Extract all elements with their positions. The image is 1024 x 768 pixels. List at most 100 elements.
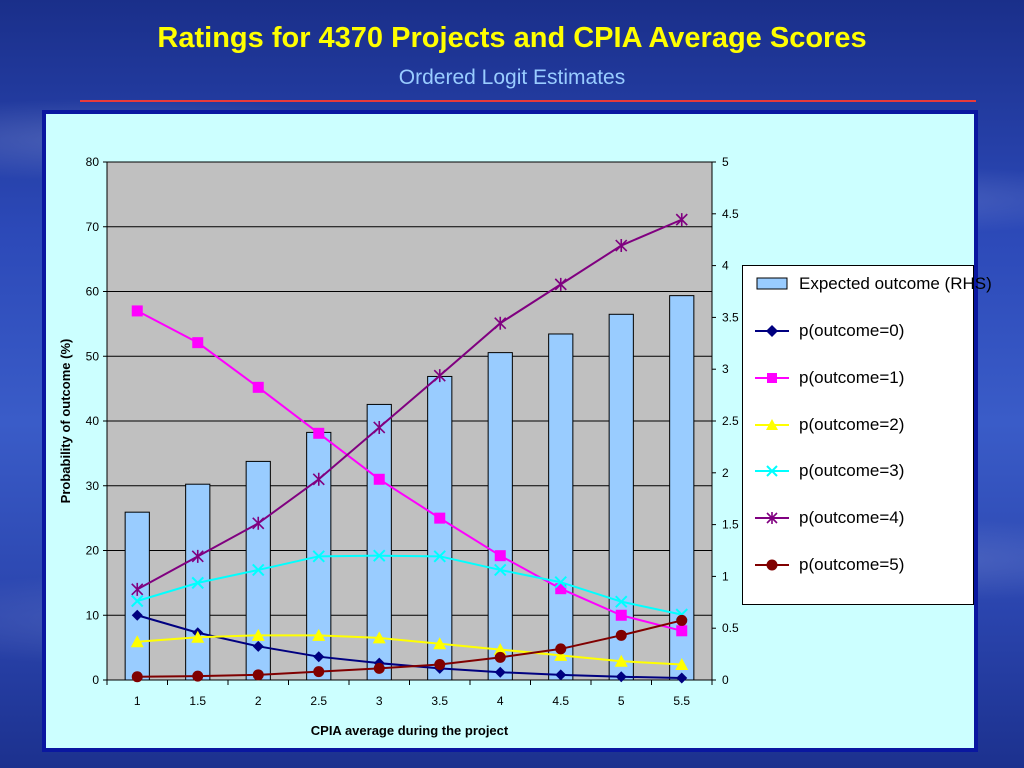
point-square: [373, 473, 385, 485]
point-star: [554, 277, 567, 291]
y2-tick-label: 1.5: [722, 518, 739, 532]
y2-tick-label: 3.5: [722, 310, 739, 324]
y2-tick-label: 5: [722, 155, 729, 169]
point-star: [675, 213, 688, 227]
point-circle: [192, 670, 204, 682]
series-line-p3: [136, 554, 682, 616]
legend-label: Expected outcome (RHS): [799, 274, 992, 293]
point-x: [191, 576, 204, 590]
bar-expected-outcome: [124, 511, 150, 681]
point-star: [494, 316, 507, 330]
point-triangle: [312, 628, 326, 641]
point-x: [615, 595, 628, 608]
x-tick-label: 1: [134, 694, 141, 708]
x-tick-label: 5.5: [673, 694, 690, 708]
series-line-p2: [137, 634, 682, 666]
point-diamond: [494, 666, 506, 678]
point-square: [313, 427, 325, 439]
x-tick-label: 2.5: [310, 694, 327, 708]
point-star: [615, 239, 628, 253]
point-circle: [131, 671, 143, 683]
point-circle: [615, 629, 627, 641]
diamond-marker-icon: [755, 325, 789, 337]
legend-label: p(outcome=4): [799, 508, 905, 527]
point-diamond: [313, 651, 325, 663]
point-x: [131, 594, 144, 608]
triangle-marker-icon: [755, 419, 789, 430]
legend-label: p(outcome=1): [799, 368, 905, 387]
series-line-p4: [136, 218, 683, 591]
point-triangle: [372, 631, 386, 644]
bar-expected-outcome: [487, 352, 513, 681]
point-star: [433, 369, 446, 383]
bar-expected-outcome: [608, 313, 634, 681]
title-divider: [80, 100, 976, 102]
point-star: [252, 516, 265, 530]
point-square: [615, 609, 627, 621]
point-star: [131, 582, 144, 596]
y-tick-label: 0: [92, 673, 99, 687]
point-diamond: [555, 669, 567, 681]
y-tick-label: 40: [86, 414, 100, 428]
point-x: [433, 550, 446, 563]
x-tick-label: 1.5: [189, 694, 206, 708]
point-star: [373, 420, 386, 434]
point-star: [312, 472, 325, 486]
y-tick-label: 60: [86, 285, 100, 299]
star-marker-icon: [755, 512, 789, 524]
chart-legend: Expected outcome (RHS) p(outcome=0) p(ou…: [742, 265, 992, 605]
series-line-p1: [136, 310, 682, 632]
y2-tick-label: 4: [722, 259, 729, 273]
legend-bar-swatch-icon: [756, 277, 788, 290]
point-triangle: [130, 635, 144, 648]
point-circle: [676, 614, 688, 626]
point-x: [494, 563, 507, 577]
y2-tick-label: 4.5: [722, 207, 739, 221]
point-triangle: [554, 648, 568, 661]
x-axis-title: CPIA average during the project: [311, 723, 509, 738]
y2-tick-label: 0.5: [722, 621, 739, 635]
point-star: [191, 549, 204, 563]
point-circle: [252, 669, 264, 681]
point-circle: [313, 666, 325, 678]
y2-tick-label: 2: [722, 466, 729, 480]
x-tick-label: 4.5: [552, 694, 569, 708]
point-square: [434, 512, 446, 524]
y2-tick-label: 2.5: [722, 414, 739, 428]
y-tick-label: 20: [86, 544, 100, 558]
point-triangle: [191, 630, 205, 643]
legend-label: p(outcome=2): [799, 415, 905, 434]
y-tick-label: 80: [86, 155, 100, 169]
point-x: [312, 550, 325, 563]
square-marker-icon: [755, 373, 789, 383]
point-diamond: [676, 672, 688, 684]
point-diamond: [252, 640, 264, 652]
y2-tick-label: 3: [722, 362, 729, 376]
y-tick-label: 70: [86, 220, 100, 234]
point-diamond: [615, 671, 627, 683]
point-diamond: [131, 609, 143, 621]
point-triangle: [675, 657, 689, 670]
x-tick-label: 3.5: [431, 694, 448, 708]
legend-label: p(outcome=3): [799, 461, 905, 480]
legend-label: p(outcome=0): [799, 321, 905, 340]
y-tick-label: 10: [86, 608, 100, 622]
slide-subtitle: Ordered Logit Estimates: [398, 66, 626, 89]
circle-marker-icon: [755, 559, 789, 571]
point-x: [373, 549, 386, 562]
point-square: [494, 550, 506, 562]
point-square: [131, 305, 143, 317]
x-tick-label: 4: [497, 694, 504, 708]
point-x: [252, 563, 265, 577]
point-square: [676, 625, 688, 637]
slide-title: Ratings for 4370 Projects and CPIA Avera…: [157, 22, 867, 54]
point-circle: [434, 658, 446, 670]
y2-tick-label: 1: [722, 569, 729, 583]
x-tick-label: 3: [376, 694, 383, 708]
point-square: [192, 337, 204, 349]
point-circle: [494, 651, 506, 663]
bar-expected-outcome: [548, 333, 574, 681]
point-square: [252, 381, 264, 393]
bar-expected-outcome: [427, 375, 453, 681]
